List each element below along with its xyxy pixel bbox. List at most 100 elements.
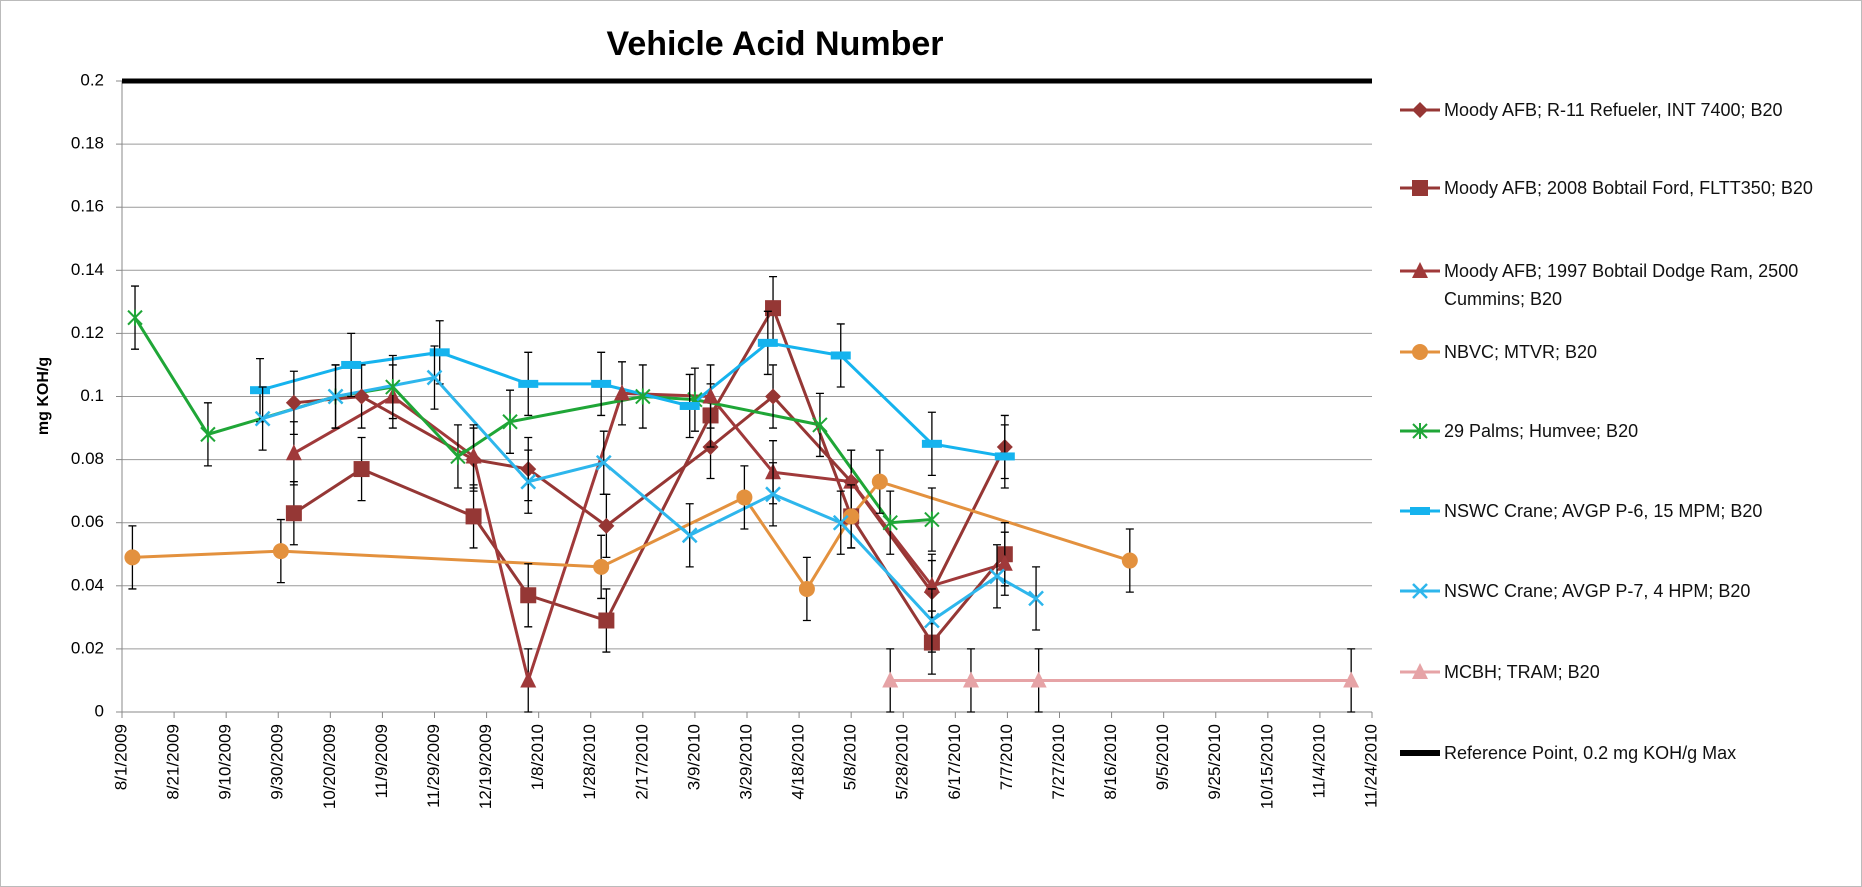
legend-label: NSWC Crane; AVGP P-6, 15 MPM; B20 xyxy=(1444,501,1763,521)
x-tick-label: 9/30/2009 xyxy=(268,724,287,800)
marker xyxy=(250,386,271,395)
marker xyxy=(882,514,898,531)
marker xyxy=(830,351,851,360)
y-tick-label: 0.06 xyxy=(71,512,104,531)
x-tick-label: 6/17/2010 xyxy=(945,724,964,800)
marker xyxy=(385,379,401,396)
x-tick-label: 7/27/2010 xyxy=(1049,724,1068,800)
marker xyxy=(1028,590,1044,607)
marker xyxy=(1121,552,1138,569)
marker xyxy=(353,461,370,478)
marker xyxy=(994,452,1015,461)
marker xyxy=(353,388,370,405)
x-tick-label: 9/5/2010 xyxy=(1153,724,1172,790)
marker xyxy=(1412,180,1428,196)
marker xyxy=(520,473,537,490)
x-tick-label: 8/1/2009 xyxy=(111,724,130,790)
x-tick-label: 9/25/2010 xyxy=(1205,724,1224,800)
legend-entry: Moody AFB; 2008 Bobtail Ford, FLTT350; B… xyxy=(1398,174,1848,202)
marker xyxy=(502,413,518,430)
legend-swatch xyxy=(1400,663,1440,679)
x-tick-label: 11/29/2009 xyxy=(424,724,443,808)
marker xyxy=(882,671,899,688)
y-tick-label: 0.16 xyxy=(71,197,104,216)
x-tick-label: 10/20/2009 xyxy=(320,724,339,809)
marker xyxy=(426,369,443,386)
legend-swatch xyxy=(1400,180,1440,196)
x-tick-label: 10/15/2010 xyxy=(1257,724,1276,809)
marker xyxy=(1343,671,1360,688)
y-tick-label: 0.14 xyxy=(71,260,104,279)
x-tick-label: 5/28/2010 xyxy=(893,724,912,800)
marker xyxy=(520,671,537,688)
x-tick-label: 8/16/2010 xyxy=(1101,724,1120,800)
marker xyxy=(1410,507,1430,515)
x-tick-label: 1/8/2010 xyxy=(528,724,547,790)
legend-entry: 29 Palms; Humvee; B20 xyxy=(1398,417,1848,445)
series-line xyxy=(293,394,1007,595)
y-tick-label: 0.1 xyxy=(80,386,104,405)
marker xyxy=(272,543,289,560)
marker xyxy=(757,338,778,347)
x-tick-label: 9/10/2009 xyxy=(216,724,235,800)
marker xyxy=(518,379,539,388)
marker xyxy=(798,580,815,597)
x-tick-label: 4/18/2010 xyxy=(789,724,808,800)
marker xyxy=(1412,262,1428,278)
x-tick-label: 11/4/2010 xyxy=(1309,724,1328,798)
legend-swatch xyxy=(1400,507,1440,515)
marker xyxy=(520,587,537,604)
y-axis-label: mg KOH/g xyxy=(35,357,52,435)
marker xyxy=(327,388,344,405)
legend-label: 29 Palms; Humvee; B20 xyxy=(1444,421,1639,441)
y-tick-label: 0.2 xyxy=(80,70,104,89)
x-tick-label: 5/8/2010 xyxy=(841,724,860,790)
y-tick-label: 0.12 xyxy=(71,323,104,342)
marker xyxy=(591,379,612,388)
y-tick-label: 0 xyxy=(95,701,104,720)
marker xyxy=(921,439,942,448)
legend-entry: NBVC; MTVR; B20 xyxy=(1398,338,1848,366)
legend-swatch xyxy=(1400,583,1440,599)
marker xyxy=(679,401,700,410)
marker xyxy=(1412,344,1428,360)
marker xyxy=(1030,671,1047,688)
marker xyxy=(812,416,828,433)
marker xyxy=(124,549,141,566)
legend-entry: MCBH; TRAM; B20 xyxy=(1398,658,1848,686)
legend-entry: Moody AFB; 1997 Bobtail Dodge Ram, 2500 … xyxy=(1398,257,1848,313)
marker xyxy=(681,527,698,544)
marker xyxy=(765,300,782,317)
y-tick-label: 0.04 xyxy=(71,575,104,594)
legend-entry: NSWC Crane; AVGP P-6, 15 MPM; B20 xyxy=(1398,497,1848,525)
marker xyxy=(736,489,753,506)
x-tick-label: 7/7/2010 xyxy=(997,724,1016,790)
marker xyxy=(200,426,216,443)
marker xyxy=(843,508,860,525)
legend-label: Moody AFB; 2008 Bobtail Ford, FLTT350; B… xyxy=(1444,178,1813,198)
marker xyxy=(989,568,1005,585)
legend-label: Reference Point, 0.2 mg KOH/g Max xyxy=(1444,743,1737,763)
marker xyxy=(871,473,888,490)
marker xyxy=(450,448,466,465)
series-line xyxy=(293,304,1006,646)
marker xyxy=(595,454,612,471)
legend-entry: Reference Point, 0.2 mg KOH/g Max xyxy=(1398,739,1848,767)
x-tick-label: 12/19/2009 xyxy=(476,724,495,809)
marker xyxy=(429,348,450,357)
marker xyxy=(285,394,302,411)
legend-swatch xyxy=(1400,344,1440,360)
x-tick-label: 3/29/2010 xyxy=(736,724,755,800)
y-tick-label: 0.18 xyxy=(71,134,104,153)
x-tick-label: 11/24/2010 xyxy=(1361,724,1380,808)
marker xyxy=(593,558,610,575)
x-tick-label: 11/9/2009 xyxy=(372,724,391,798)
marker xyxy=(254,410,271,427)
marker xyxy=(635,388,651,405)
marker xyxy=(1412,663,1428,679)
marker xyxy=(996,554,1013,571)
legend-swatch xyxy=(1400,423,1440,439)
marker xyxy=(127,309,143,326)
